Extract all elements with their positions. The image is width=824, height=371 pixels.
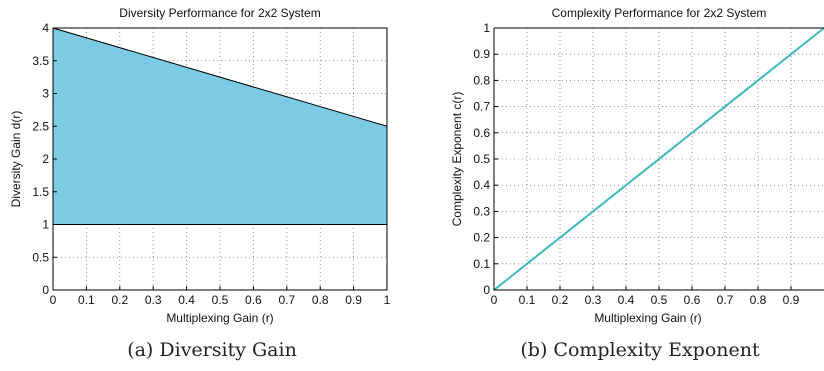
y-tick-label: 0.3 (473, 204, 490, 218)
x-tick-label: 0.8 (750, 293, 767, 307)
y-axis-label: Complexity Exponent c(r) (450, 92, 464, 227)
x-tick-label: 0 (491, 293, 498, 307)
x-tick-label: 0.1 (519, 293, 536, 307)
x-tick-label: 0.8 (312, 293, 329, 307)
x-tick-label: 0.6 (684, 293, 701, 307)
x-tick-label: 0.5 (651, 293, 668, 307)
y-tick-label: 0.5 (32, 250, 49, 264)
y-tick-label: 0.1 (473, 257, 490, 271)
y-axis-ticks: 0 0.5 1 1.5 2 2.5 3 3.5 4 (32, 21, 57, 297)
y-tick-label: 2.5 (32, 119, 49, 133)
y-tick-label: 3 (42, 87, 49, 101)
x-axis-label: Multiplexing Gain (r) (166, 311, 273, 325)
x-tick-label: 0.6 (245, 293, 262, 307)
x-tick-label: 0.4 (618, 293, 635, 307)
y-tick-label: 0.2 (473, 231, 490, 245)
y-tick-label: 0 (483, 283, 490, 297)
x-tick-label: 0.3 (145, 293, 162, 307)
y-tick-label: 0.6 (473, 126, 490, 140)
chart-title: Complexity Performance for 2x2 System (552, 6, 767, 20)
complexity-line (493, 27, 824, 291)
y-tick-label: 1 (483, 21, 490, 35)
caption-complexity-exponent: (b) Complexity Exponent (520, 339, 760, 361)
y-tick-label: 0 (42, 283, 49, 297)
y-tick-label: 1.5 (32, 185, 49, 199)
x-tick-label: 0.2 (552, 293, 569, 307)
x-tick-label: 0.7 (278, 293, 295, 307)
x-tick-label: 0.9 (345, 293, 362, 307)
y-tick-label: 1 (42, 218, 49, 232)
diversity-region (53, 28, 387, 225)
x-tick-label: 0.4 (178, 293, 195, 307)
chart-title: Diversity Performance for 2x2 System (119, 6, 320, 20)
caption-diversity-gain: (a) Diversity Gain (127, 339, 297, 361)
x-tick-label: 0.3 (585, 293, 602, 307)
x-tick-label: 0.2 (111, 293, 128, 307)
x-axis-label: Multiplexing Gain (r) (594, 311, 701, 325)
y-axis-ticks: 0 0.1 0.2 0.3 0.4 0.5 0.6 0.7 0.8 0.9 1 (473, 21, 498, 297)
x-tick-label: 0.5 (212, 293, 229, 307)
x-tick-label: 0.7 (717, 293, 734, 307)
diversity-chart: Diversity Performance for 2x2 System 0 0.… (9, 6, 391, 325)
y-tick-label: 0.9 (473, 47, 490, 61)
y-tick-label: 4 (42, 21, 49, 35)
upper-boundary-line (52, 27, 388, 127)
y-tick-label: 0.5 (473, 152, 490, 166)
x-tick-label: 0 (50, 293, 57, 307)
y-axis-label: Diversity Gain d(r) (9, 111, 23, 208)
y-tick-label: 0.4 (473, 178, 490, 192)
x-tick-label: 0.9 (783, 293, 800, 307)
x-axis-ticks: 0 0.1 0.2 0.3 0.4 0.5 0.6 0.7 0.8 0.9 1 (50, 286, 391, 307)
y-tick-label: 2 (42, 152, 49, 166)
y-tick-label: 0.8 (473, 73, 490, 87)
y-tick-label: 0.7 (473, 100, 490, 114)
x-tick-label: 0.1 (78, 293, 95, 307)
x-tick-label: 1 (384, 293, 391, 307)
y-tick-label: 3.5 (32, 54, 49, 68)
x-axis-ticks: 0 0.1 0.2 0.3 0.4 0.5 0.6 0.7 0.8 0.9 (491, 286, 800, 307)
